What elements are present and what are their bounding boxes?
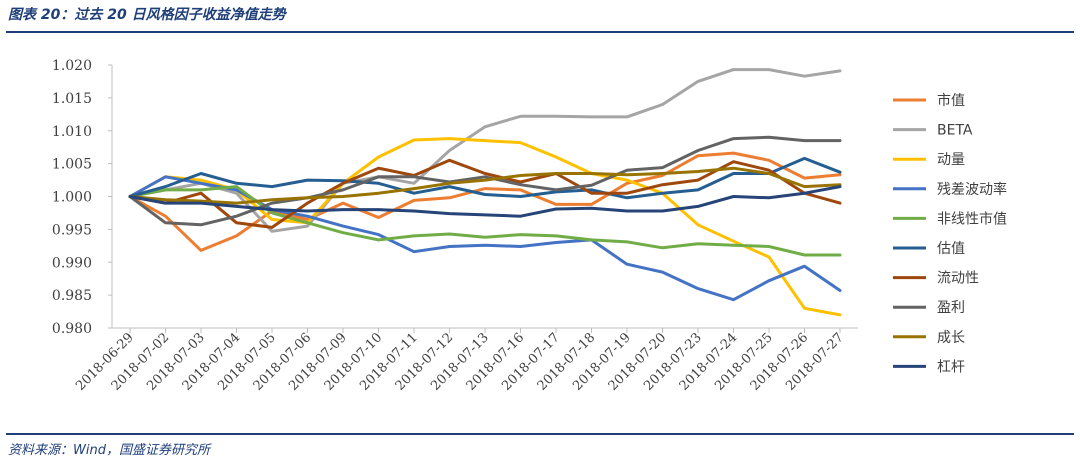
legend-label-1: BETA — [937, 123, 973, 139]
legend-label-7: 盈利 — [937, 300, 965, 316]
y-tick-label: 1.020 — [52, 58, 92, 74]
y-tick-label: 1.010 — [52, 124, 92, 140]
series-line-0 — [128, 151, 842, 252]
bottom-divider — [6, 433, 1074, 435]
source-note: 资料来源：Wind，国盛证券研究所 — [8, 443, 210, 458]
legend-label-3: 残差波动率 — [937, 181, 1007, 198]
line-chart: 1.020 1.015 1.010 1.005 1.000 0.995 0.990 0.985… — [52, 58, 1007, 394]
series-line-1 — [128, 68, 842, 233]
y-tick-label: 1.015 — [52, 91, 92, 107]
legend-label-5: 估值 — [937, 241, 965, 257]
series-line-5 — [128, 156, 842, 200]
y-tick-label: 0.990 — [52, 255, 92, 271]
legend-label-8: 成长 — [937, 330, 965, 346]
series-line-8 — [128, 166, 842, 205]
y-tick-label: 1.000 — [52, 190, 92, 206]
legend-label-0: 市值 — [937, 92, 965, 109]
y-tick-label: 0.995 — [52, 222, 92, 238]
series-line-4 — [128, 185, 842, 257]
y-tick-label: 0.980 — [52, 321, 92, 337]
legend-label-4: 非线性市值 — [937, 210, 1007, 227]
series-line-9 — [128, 185, 842, 218]
series-line-7 — [128, 135, 842, 227]
legend-label-6: 流动性 — [937, 271, 979, 287]
legend-label-9: 杠杆 — [937, 359, 965, 375]
legend-label-2: 动量 — [937, 152, 965, 168]
series-line-2 — [128, 137, 842, 317]
y-tick-label: 1.005 — [52, 157, 92, 173]
chart-series-lines — [128, 68, 842, 317]
top-divider — [6, 31, 1074, 33]
chart-axes: 1.020 1.015 1.010 1.005 1.000 0.995 0.990 0.985… — [52, 58, 858, 394]
y-tick-label: 0.985 — [52, 288, 92, 304]
chart-title: 图表 20：过去 20 日风格因子收益净值走势 — [8, 7, 286, 23]
